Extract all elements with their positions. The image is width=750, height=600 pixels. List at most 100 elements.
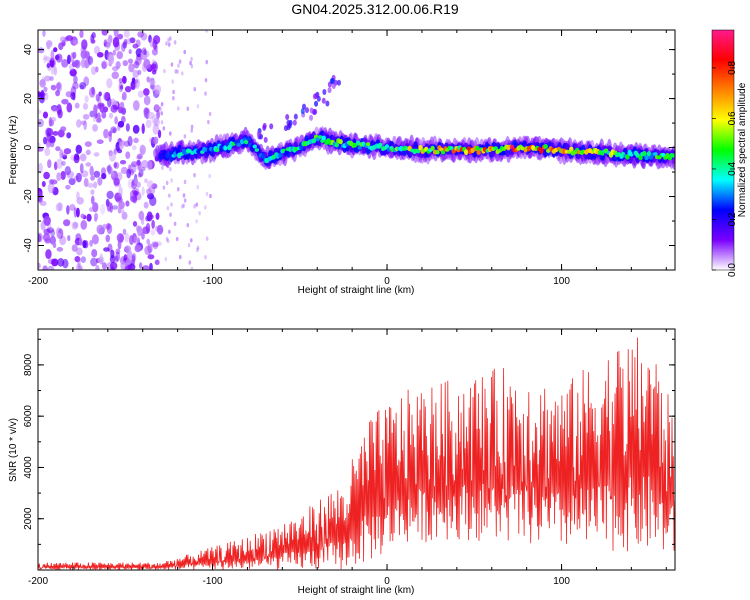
colorbar-gradient [711,29,735,271]
noise-blob [73,154,80,164]
noise-blob [124,245,132,253]
noise-blob [165,180,169,186]
noise-blob [55,146,61,152]
noise-blob [57,232,61,239]
noise-blob [193,173,196,178]
noise-blob [61,59,69,68]
noise-blob [204,77,208,83]
y-tick-label: 0 [23,144,34,150]
noise-blob [190,128,194,133]
band-core [451,149,456,154]
noise-blob [69,68,77,77]
noise-blob [55,158,63,169]
y-tick-label: 40 [23,44,34,56]
noise-blob [176,106,180,111]
noise-blob [143,95,151,106]
noise-blob [52,242,57,249]
noise-blob [41,76,45,85]
noise-blob [207,119,210,125]
noise-blob [38,233,42,243]
noise-blob [110,266,115,270]
noise-blob [117,33,124,40]
noise-blob [144,178,148,184]
colorbar-tick-label: 0.0 [727,263,738,277]
noise-blob [172,96,175,101]
noise-blob [84,95,89,103]
noise-blob [42,30,46,37]
noise-blob [73,75,78,84]
noise-blob [61,160,66,166]
noise-blob [133,137,139,144]
noise-blob [147,180,154,189]
band-core [509,144,515,149]
noise-blob [99,253,104,262]
noise-blob [148,34,152,43]
band-core [260,153,266,159]
noise-blob [60,170,66,180]
noise-blob [208,173,211,179]
band-core [416,148,421,154]
noise-blob [152,242,159,250]
noise-blob [173,40,177,45]
noise-blob [198,210,201,216]
noise-blob [182,193,186,198]
noise-blob [204,254,207,260]
noise-blob [47,265,55,270]
noise-blob [151,241,159,248]
noise-blob [38,262,41,269]
noise-blob [121,211,128,220]
noise-blob [176,187,180,192]
x-tick-label: 100 [553,576,570,587]
noise-blob [96,139,104,145]
noise-blob [143,88,150,96]
spur-blob [322,88,327,95]
noise-blob [47,182,55,194]
spur-blob [292,119,297,126]
noise-blob [93,45,101,55]
noise-blob [177,63,180,68]
noise-blob [114,116,118,125]
noise-blob [170,62,174,67]
spur-blob [331,82,336,89]
noise-blob [146,188,152,195]
noise-blob [165,236,169,242]
x-tick-label: -100 [203,576,223,587]
x-tick-label: 100 [553,276,570,287]
noise-blob [205,59,209,65]
noise-blob [76,247,83,256]
noise-blob [115,251,121,262]
x-tick-label: -200 [28,576,48,587]
noise-blob [53,66,58,76]
noise-blob [107,166,114,174]
noise-blob [143,201,149,209]
noise-blob [107,164,112,175]
noise-blob [151,219,155,229]
y-tick-label: 20 [23,93,34,105]
noise-blob [89,165,94,177]
noise-blob [83,177,89,187]
noise-blob [117,207,122,214]
noise-blob [74,102,80,109]
noise-blob [205,30,208,33]
noise-blob [90,257,98,267]
noise-blob [49,235,57,245]
noise-blob [83,76,90,87]
band-core [653,152,658,156]
noise-blob [83,119,88,131]
band-core [278,153,283,158]
noise-blob [166,238,170,244]
noise-blob [137,173,142,178]
noise-blob [80,256,86,264]
x-tick-label: -200 [28,276,48,287]
spur-blob [325,100,330,107]
noise-blob [125,257,132,265]
band-core [246,137,252,141]
colorbar-tick-label: 0.2 [727,212,738,226]
noise-blob [113,104,118,111]
noise-blob [156,109,160,120]
noise-blob [44,75,51,82]
noise-blob [145,119,152,128]
noise-blob [122,228,127,235]
noise-blob [71,221,79,230]
noise-blob [141,123,145,135]
